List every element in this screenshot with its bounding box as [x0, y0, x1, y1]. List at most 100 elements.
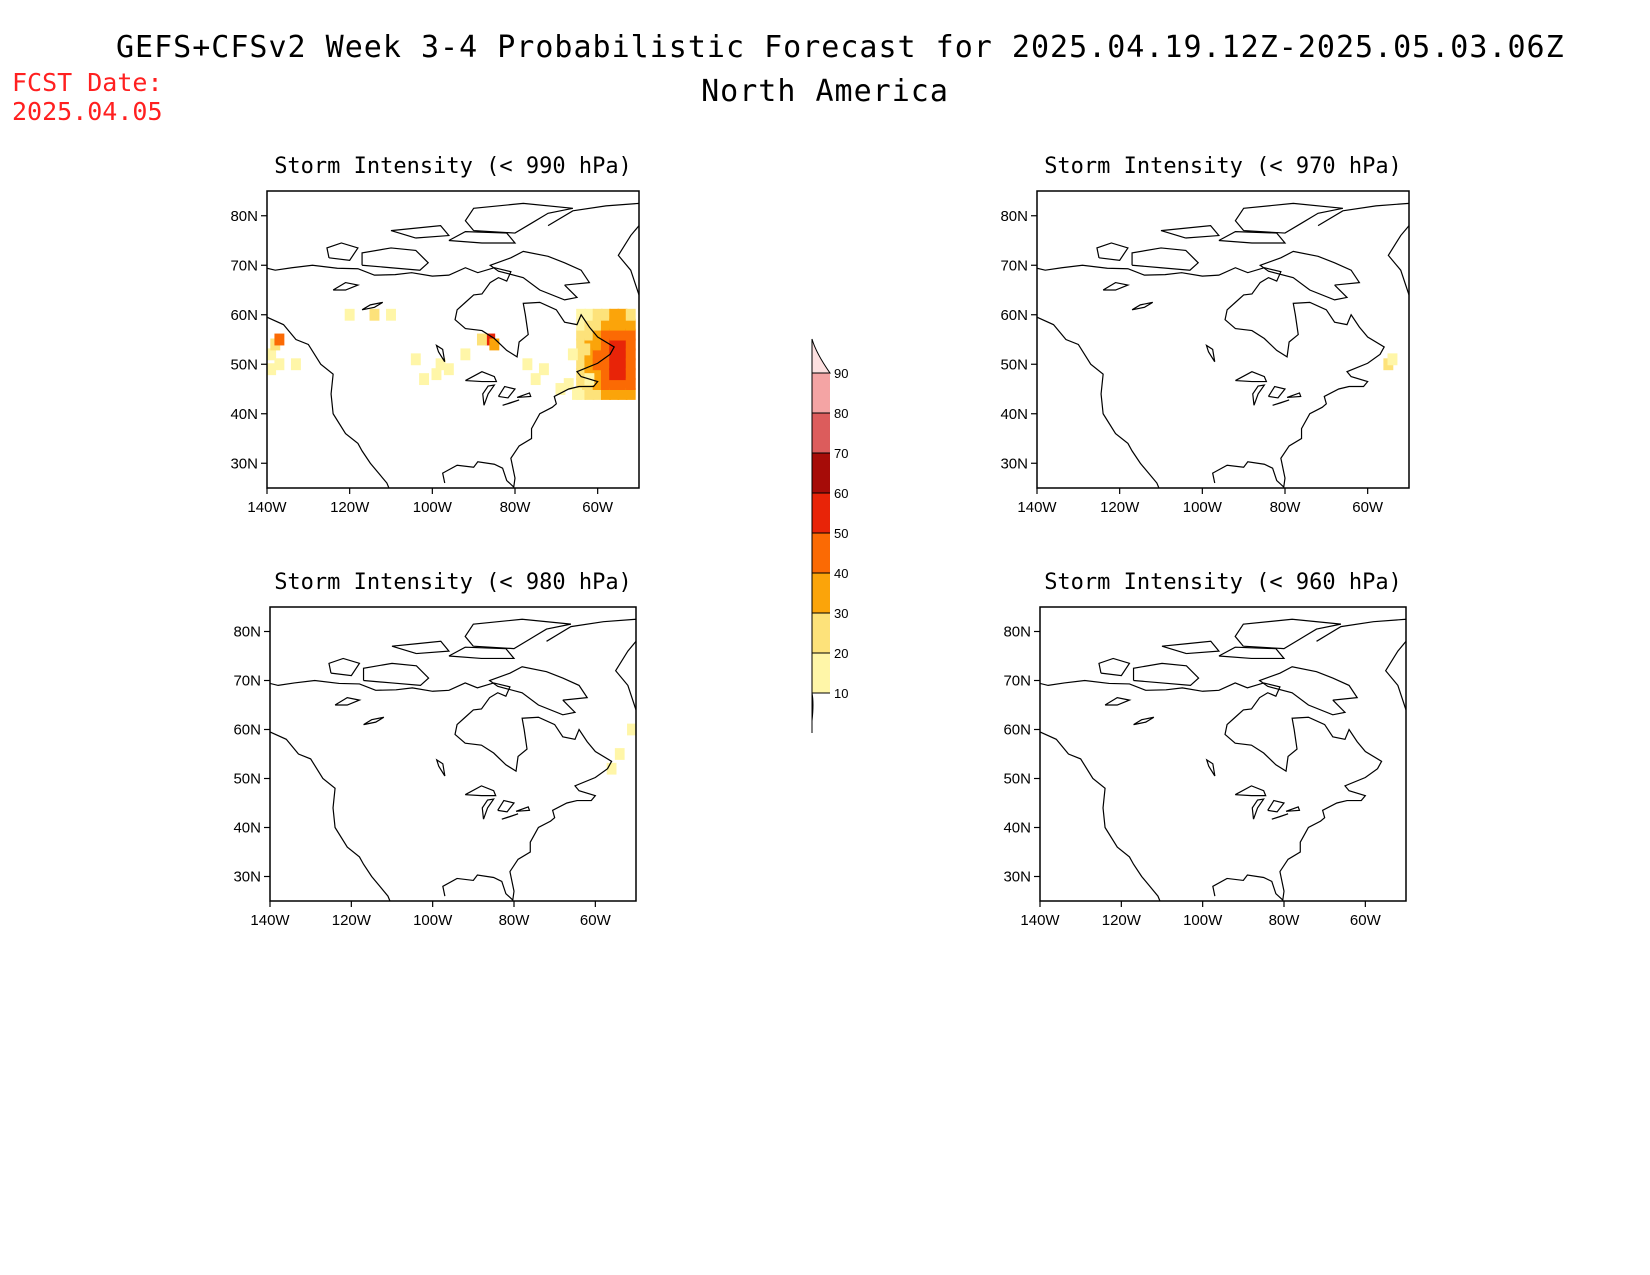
colorbar-segment [812, 533, 830, 573]
probability-cell [572, 388, 582, 400]
probability-cell [600, 308, 611, 321]
map-frame [1036, 190, 1410, 489]
coastline [267, 316, 390, 488]
coastline [362, 662, 430, 687]
map-frame [266, 190, 640, 489]
coastline [464, 202, 573, 234]
lat-tick-label: 30N [1003, 869, 1031, 886]
lat-tick-label: 80N [1003, 624, 1031, 641]
coastline [1037, 264, 1386, 488]
colorbar-label: 50 [834, 526, 848, 541]
probability-cell [609, 318, 620, 331]
coastline [515, 806, 531, 812]
probability-cell [592, 358, 603, 371]
lon-tick-label: 80W [1270, 499, 1302, 516]
coastline [1235, 371, 1268, 383]
panel-title: Storm Intensity (< 990 hPa) [274, 154, 632, 179]
probability-cell [592, 338, 603, 351]
coastline [326, 242, 359, 261]
lat-tick-label: 40N [1003, 820, 1031, 837]
coastline [267, 264, 616, 488]
lon-tick-label: 100W [1183, 912, 1223, 929]
coastline [488, 250, 591, 301]
map-frame [269, 606, 637, 902]
probability-cell [614, 748, 625, 760]
colorbar-label: 80 [834, 406, 848, 421]
probability-cell [627, 723, 636, 736]
lat-tick-label: 40N [233, 820, 261, 837]
probability-cell [555, 383, 566, 395]
probability-cell [625, 368, 636, 381]
lat-tick-label: 70N [233, 673, 261, 690]
probability-cell [435, 358, 446, 371]
probability-cell [617, 338, 628, 351]
coastline [1102, 281, 1131, 291]
probability-cell [584, 328, 595, 341]
coastline [547, 202, 639, 311]
coastline [363, 716, 385, 726]
probability-cell [600, 318, 611, 331]
coastline [1161, 640, 1221, 655]
coastline [1286, 392, 1302, 399]
coastline [1317, 202, 1409, 311]
probability-cell [625, 338, 636, 351]
coastlines [1040, 618, 1406, 901]
lon-tick-label: 80W [1269, 912, 1301, 929]
coastline [1098, 657, 1131, 677]
colorbar-segment [812, 493, 830, 533]
coastline [1037, 316, 1160, 488]
probability-shading [1383, 353, 1398, 371]
lon-tick-label: 100W [413, 499, 453, 516]
lon-tick-label: 80W [500, 499, 532, 516]
probability-shading [606, 723, 636, 775]
coastline [516, 392, 532, 399]
probability-cell [522, 358, 533, 371]
colorbar-label: 20 [834, 646, 848, 661]
probability-cell [576, 368, 587, 381]
probability-cell [489, 338, 500, 351]
coastline [1234, 785, 1267, 797]
lon-tick-label: 120W [332, 912, 372, 929]
coastline [328, 657, 361, 677]
probability-cell [592, 368, 603, 381]
probability-cell [592, 348, 603, 361]
probability-cell [476, 333, 487, 346]
lat-tick-label: 80N [233, 624, 261, 641]
map-panel: Storm Intensity (< 970 hPa) 80N 70N 60N 50N 4… [1000, 154, 1410, 516]
coastline [448, 646, 516, 660]
coastline [1272, 399, 1290, 406]
lat-tick-label: 80N [1000, 208, 1028, 225]
colorbar: 10 20 30 40 50 60 70 80 90 [811, 338, 848, 733]
probability-cell [617, 378, 628, 390]
probability-cell [592, 378, 603, 390]
probability-cell [584, 318, 595, 331]
lon-tick-label: 100W [1183, 499, 1223, 516]
lat-tick-label: 30N [230, 455, 258, 472]
panel-title: Storm Intensity (< 980 hPa) [274, 570, 632, 595]
coastline [1131, 301, 1154, 311]
probability-cell [460, 348, 471, 361]
coastline [1267, 385, 1287, 399]
probability-cell [592, 318, 603, 331]
probability-cell [576, 328, 587, 341]
colorbar-label: 60 [834, 486, 848, 501]
lon-tick-label: 120W [1100, 499, 1140, 516]
map-panel: Storm Intensity (< 990 hPa) 80N 70N 60N 50N 4… [230, 154, 640, 516]
coastline [448, 230, 517, 244]
probability-cell [567, 348, 578, 361]
coastline [334, 697, 362, 706]
coastline [1271, 813, 1289, 820]
coastline [1234, 202, 1343, 234]
probability-cell [267, 363, 277, 376]
probability-cell [600, 358, 611, 371]
probability-cell [1387, 353, 1398, 366]
probability-cell [576, 378, 587, 390]
coastlines [270, 618, 636, 901]
lon-tick-label: 60W [1350, 912, 1382, 929]
coastline [1258, 666, 1359, 716]
probability-cell [267, 348, 277, 361]
coastline [488, 666, 589, 716]
fcst-date-label: FCST Date: [12, 68, 163, 97]
coastline [1218, 646, 1286, 660]
lon-tick-label: 140W [250, 912, 290, 929]
